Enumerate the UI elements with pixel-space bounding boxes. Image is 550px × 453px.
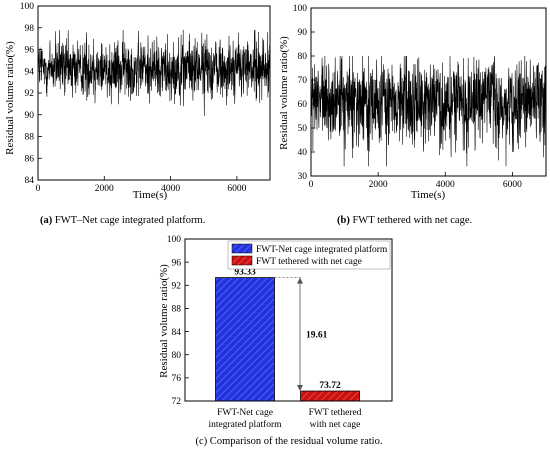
panel-b-caption: (b) FWT tethered with net cage. [337, 215, 472, 226]
pa-x-tick-label: 6000 [227, 184, 246, 194]
pb-y-tick-label: 50 [298, 124, 308, 134]
legend-label-1: FWT tethered with net cage [256, 257, 362, 267]
panel-b-plot-frame [310, 7, 547, 177]
pb-y-tick-label: 100 [293, 4, 308, 14]
legend-frame [227, 240, 391, 270]
pc-y-tick-label: 96 [172, 258, 182, 268]
pc-y-tick-label: 92 [172, 281, 182, 291]
pc-y-tick-label: 88 [172, 305, 182, 315]
pb-y-tick-label: 40 [298, 148, 308, 158]
pb-x-tick-label: 6000 [503, 180, 522, 190]
pa-x-tick-label: 2000 [95, 184, 114, 194]
panel-a-series-line [37, 29, 271, 117]
bar-value-label-1: 73.72 [319, 381, 341, 391]
pb-x-tick-label: 4000 [436, 180, 455, 190]
panel-b-y-ticks: 30 40 50 60 70 80 90 100 [293, 4, 315, 182]
panel-c-caption: (c) Comparison of the residual volume ra… [196, 436, 383, 447]
pa-y-tick-label: 90 [25, 111, 35, 121]
pb-y-tick-label: 60 [298, 100, 308, 110]
pc-category-label: FWT-Net cage [217, 408, 273, 418]
pa-y-tick-label: 84 [25, 176, 35, 186]
pb-y-tick-label: 70 [298, 76, 308, 86]
panel-b-x-axis-label: Time(s) [411, 189, 446, 201]
pa-x-tick-label: 4000 [161, 184, 180, 194]
pb-y-tick-label: 80 [298, 52, 308, 62]
difference-label: 19.61 [306, 330, 328, 340]
bar-fwt-tethered-with-net-cage [300, 390, 360, 402]
pc-y-tick-label: 84 [172, 328, 182, 338]
panel-c-plot-frame [184, 238, 393, 402]
legend-label-0: FWT-Net cage integrated platform [256, 244, 388, 255]
bar-value-label-0: 93.33 [234, 268, 256, 278]
panel-a-chart: 84 86 88 90 92 94 96 98 100 0 2000 4000 6000 Residu… [4, 2, 271, 226]
panel-a-caption-label: (a) [40, 215, 53, 226]
pa-y-tick-label: 96 [25, 46, 35, 56]
difference-arrowhead-bottom [297, 385, 303, 392]
pb-x-tick-label: 2000 [369, 180, 388, 190]
pb-y-tick-label: 30 [298, 172, 308, 182]
panel-c-y-axis-label: Residual volume ratio(%) [158, 264, 170, 378]
pa-y-tick-label: 94 [25, 67, 35, 77]
pa-y-tick-label: 98 [25, 24, 35, 34]
pa-y-tick-label: 100 [20, 2, 35, 12]
panel-a-y-ticks: 84 86 88 90 92 94 96 98 100 [20, 2, 42, 186]
panel-c-y-ticks: 72 76 80 84 88 92 96 100 [167, 235, 189, 407]
pc-category-label: with net cage [310, 420, 361, 430]
pa-y-tick-label: 86 [25, 154, 35, 164]
panel-b-y-axis-label: Residual volume ratio(%) [278, 36, 290, 150]
pb-x-tick-label: 0 [309, 180, 314, 190]
panel-a-y-axis-label: Residual volume ratio(%) [4, 41, 16, 155]
panel-b-chart: 30 40 50 60 70 80 90 100 0 2000 4000 6000 Residual… [278, 4, 547, 226]
panel-b-x-ticks: 0 2000 4000 6000 [309, 172, 522, 190]
pc-y-tick-label: 100 [167, 235, 182, 245]
panel-a-x-axis-label: Time(s) [133, 189, 168, 201]
panel-b-caption-label: (b) [337, 215, 350, 226]
pa-y-tick-label: 88 [25, 133, 35, 143]
panel-c-chart: 72 76 80 84 88 92 96 100 93.33 73.72 19.61 FWT-… [158, 235, 393, 447]
panel-b-series-line [310, 55, 547, 167]
pc-y-tick-label: 76 [172, 374, 182, 384]
panel-c-legend: FWT-Net cage integrated platform FWT tet… [227, 240, 391, 270]
panel-a-caption: (a) FWT–Net cage integrated platform. [40, 215, 205, 226]
panel-a-caption-text: FWT–Net cage integrated platform. [52, 215, 205, 226]
pa-y-tick-label: 92 [25, 89, 35, 99]
pa-x-tick-label: 0 [36, 184, 41, 194]
bar-fwt-net-cage-integrated-platform [215, 277, 275, 402]
legend-swatch-red [231, 255, 253, 266]
pb-y-tick-label: 90 [298, 28, 308, 38]
panel-a-plot-frame [37, 5, 271, 181]
pc-y-tick-label: 72 [172, 397, 182, 407]
pc-category-label: FWT tethered [309, 408, 362, 418]
difference-arrowhead-top [297, 277, 303, 284]
panel-b-caption-text: FWT tethered with net cage. [350, 215, 472, 226]
legend-swatch-blue [231, 243, 253, 254]
pc-category-label: integrated platform [208, 419, 282, 430]
pc-y-tick-label: 80 [172, 351, 182, 361]
